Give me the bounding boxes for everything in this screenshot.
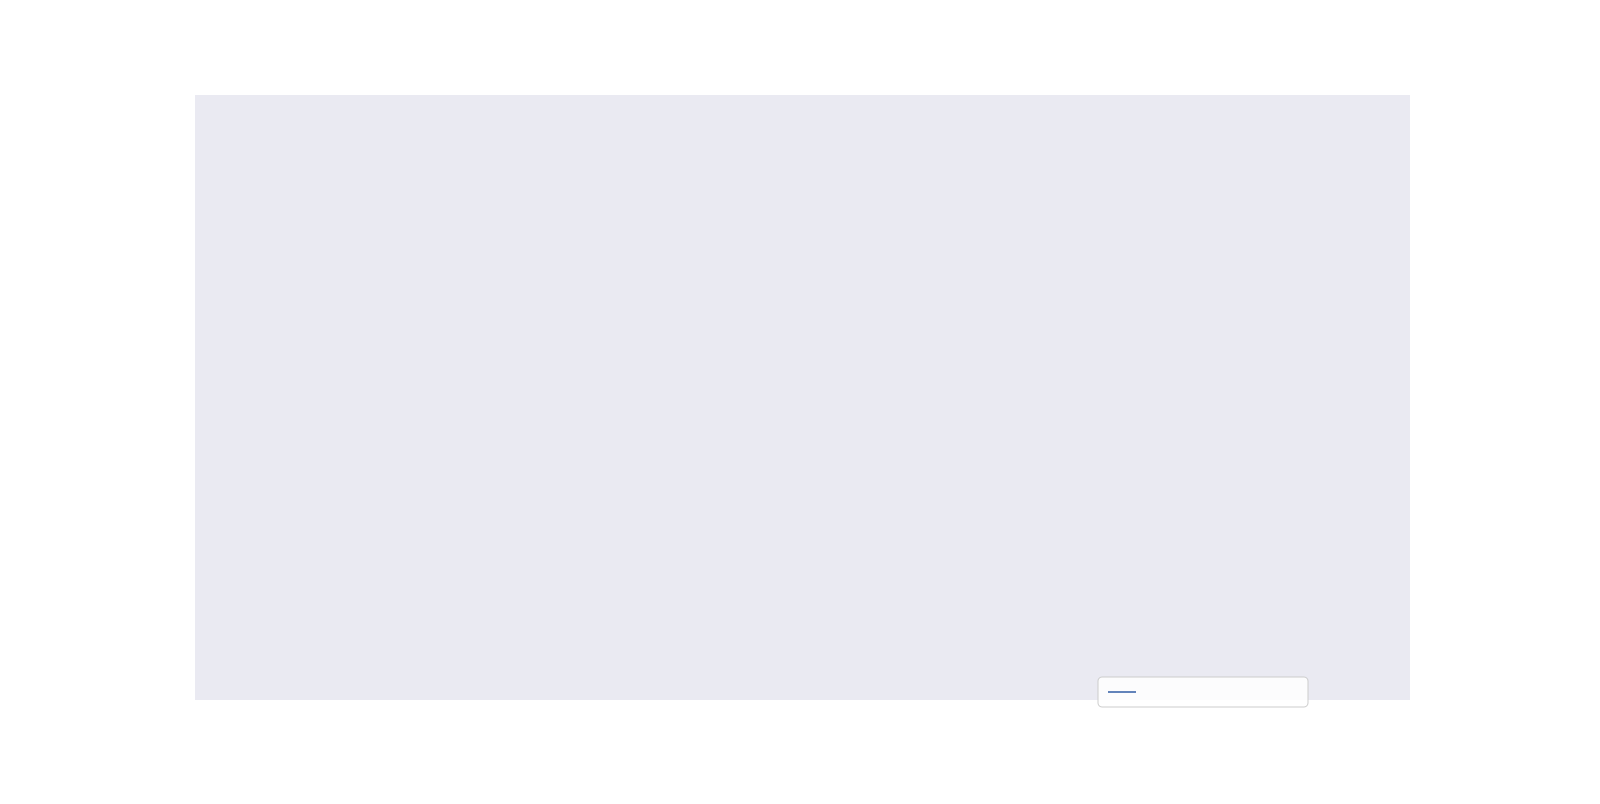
plot-background <box>195 95 1410 700</box>
legend-box <box>1097 676 1309 708</box>
legend <box>1097 676 1309 708</box>
